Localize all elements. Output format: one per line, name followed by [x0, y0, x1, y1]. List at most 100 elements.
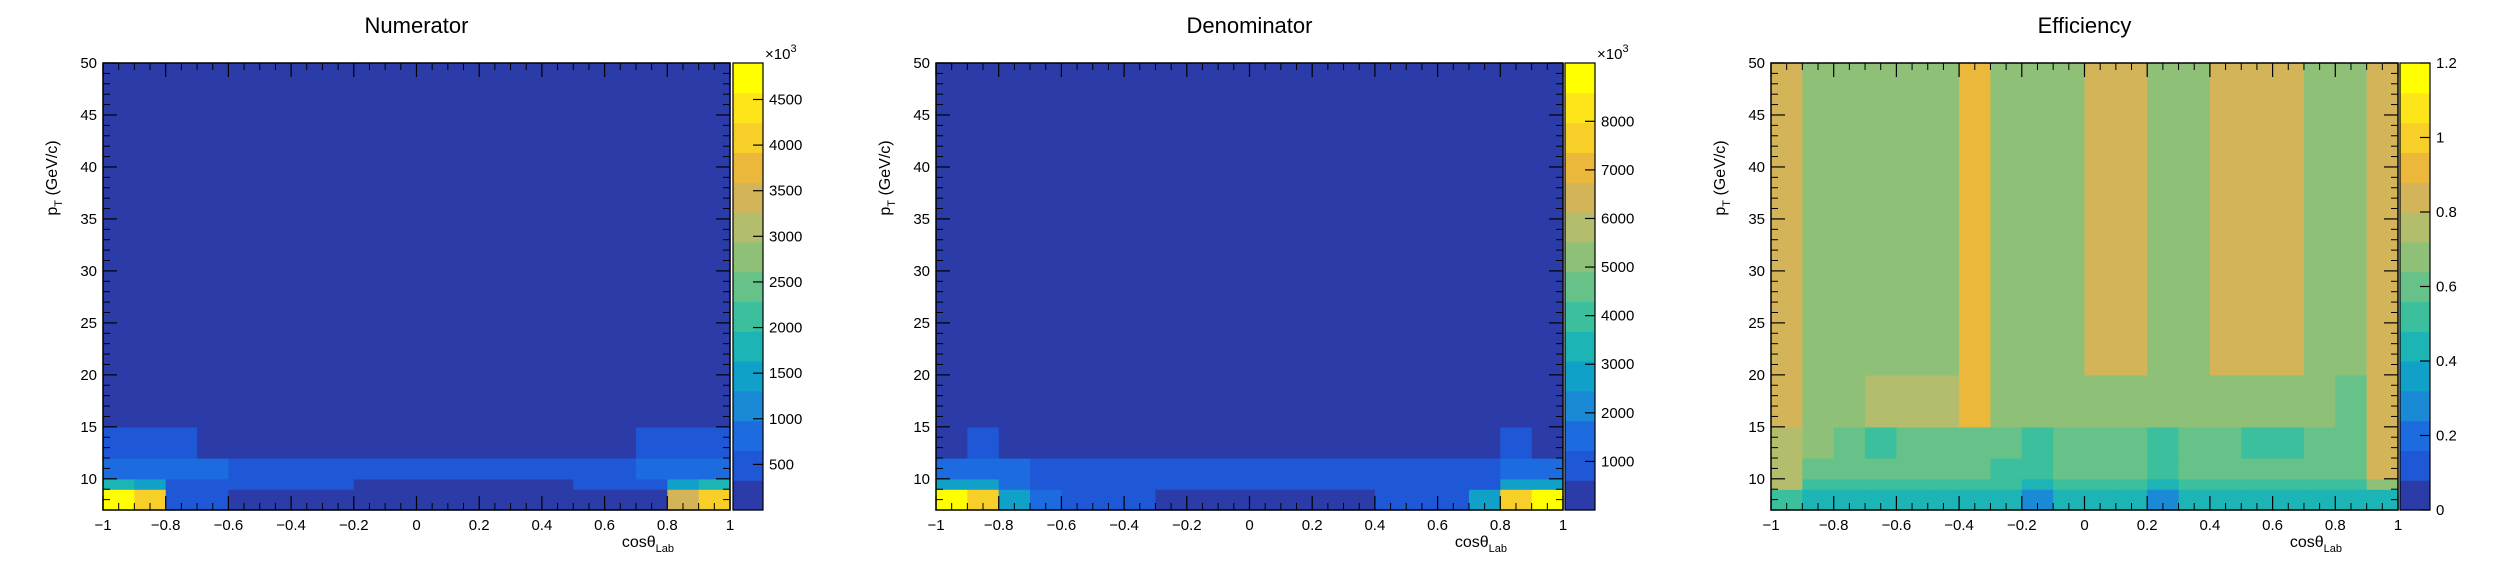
heatmap-cell — [1531, 458, 1564, 480]
heatmap-cell — [2366, 426, 2399, 459]
heatmap-cell — [510, 426, 543, 459]
heatmap-cell — [1218, 478, 1251, 490]
heatmap-cell — [1092, 489, 1125, 511]
heatmap-cell — [385, 478, 418, 490]
heatmap-cell — [2303, 63, 2336, 376]
heatmap-cell — [228, 478, 261, 490]
heatmap-cell — [936, 489, 968, 511]
heatmap-cell — [967, 489, 1000, 511]
heatmap-cell — [2366, 374, 2399, 428]
heatmap-cell — [1927, 63, 1960, 376]
heatmap-cell — [2209, 478, 2242, 490]
heatmap-cell — [2147, 478, 2180, 490]
heatmap-cell — [1312, 426, 1345, 459]
heatmap-cell — [2021, 426, 2054, 459]
heatmap-cell — [998, 489, 1031, 511]
heatmap-cell — [322, 489, 355, 511]
heatmap-cell — [385, 426, 418, 459]
heatmap-cell — [1312, 489, 1345, 511]
heatmap-cell — [1030, 63, 1062, 428]
heatmap-cell — [2178, 63, 2211, 376]
y-tick-label: 15 — [1748, 419, 1765, 436]
heatmap-cell — [2084, 489, 2117, 511]
heatmap-cell — [2021, 458, 2054, 480]
y-tick-label: 10 — [80, 471, 97, 488]
heatmap-cell — [416, 426, 449, 459]
heatmap-cell — [2335, 478, 2368, 490]
heatmap-cell — [2178, 426, 2211, 459]
x-tick-label: −0.2 — [2007, 517, 2037, 534]
heatmap-cell — [1061, 63, 1094, 428]
heatmap-cell — [2021, 63, 2054, 376]
heatmap-cell — [1155, 458, 1188, 480]
color-scale-frame — [732, 62, 764, 511]
heatmap-cell — [385, 63, 418, 428]
heatmap-cell — [1218, 458, 1251, 480]
color-scale-tick-label: 0.6 — [2436, 279, 2457, 296]
color-scale-band — [1565, 92, 1595, 124]
heatmap-cell — [165, 63, 198, 428]
heatmap-cell — [1896, 63, 1929, 376]
color-scale-band — [733, 390, 763, 422]
color-scale-tick-label: 8000 — [1601, 113, 1634, 130]
x-tick-label: 0.6 — [2262, 517, 2283, 534]
heatmap-cell — [667, 458, 700, 480]
heatmap-cell — [2053, 426, 2086, 459]
heatmap-cell — [1218, 426, 1251, 459]
color-scale-band — [2400, 480, 2430, 511]
heatmap-cell — [2084, 478, 2117, 490]
color-scale-tick-label: 1 — [2436, 130, 2444, 147]
heatmap-cell — [2115, 458, 2148, 480]
heatmap-cell — [1249, 478, 1282, 490]
heatmap-cell — [1896, 478, 1929, 490]
heatmap-cell — [2335, 426, 2368, 459]
heatmap-cell — [1406, 478, 1439, 490]
heatmap-cell — [998, 63, 1031, 428]
heatmap-cell — [1802, 478, 1835, 490]
heatmap-cell — [1186, 489, 1219, 511]
heatmap-cell — [510, 458, 543, 480]
heatmap-cell — [322, 478, 355, 490]
y-tick-label: 45 — [80, 107, 97, 124]
heatmap-cell — [2115, 478, 2148, 490]
heatmap-cell — [1155, 489, 1188, 511]
heatmap-cell — [2147, 63, 2180, 376]
color-scale-band — [2400, 390, 2430, 422]
color-scale-band — [2400, 301, 2430, 332]
heatmap-cell — [2241, 489, 2274, 511]
color-scale-band — [733, 122, 763, 153]
heatmap-cell — [1061, 426, 1094, 459]
x-axis-label-main: cosθ — [2290, 534, 2324, 551]
heatmap-cell — [2241, 63, 2274, 376]
heatmap-cell — [1771, 374, 1803, 428]
heatmap-cell — [134, 63, 167, 428]
color-scale-tick-label: 2500 — [769, 274, 802, 291]
heatmap-cell — [1406, 63, 1439, 428]
heatmap-cell — [259, 478, 292, 490]
color-scale-tick-label: 1.2 — [2436, 55, 2457, 72]
heatmap-cell — [1468, 458, 1501, 480]
heatmap-cell — [259, 426, 292, 459]
color-scale-band — [1565, 480, 1595, 511]
color-scale-band — [1565, 361, 1595, 392]
color-scale-band — [1565, 420, 1595, 451]
heatmap-cell — [291, 63, 324, 428]
x-axis-label-subscript: Lab — [2324, 543, 2342, 555]
heatmap-cell — [1437, 63, 1470, 428]
heatmap-cell — [1124, 458, 1157, 480]
color-scale-band — [2400, 92, 2430, 124]
heatmap-cell — [197, 63, 229, 428]
heatmap-cell — [573, 63, 606, 428]
heatmap-cell — [1030, 478, 1062, 490]
y-tick-label: 30 — [1748, 263, 1765, 280]
heatmap-cell — [1500, 489, 1533, 511]
heatmap-cell — [2366, 458, 2399, 480]
heatmap-cell — [541, 426, 574, 459]
heatmap-cell — [479, 478, 512, 490]
x-tick-label: 1 — [1559, 517, 1567, 534]
heatmap-cell — [447, 426, 480, 459]
heatmap-cell — [604, 478, 637, 490]
heatmap-cell — [2115, 489, 2148, 511]
y-axis-label: pT (GeV/c) — [1712, 140, 1733, 215]
